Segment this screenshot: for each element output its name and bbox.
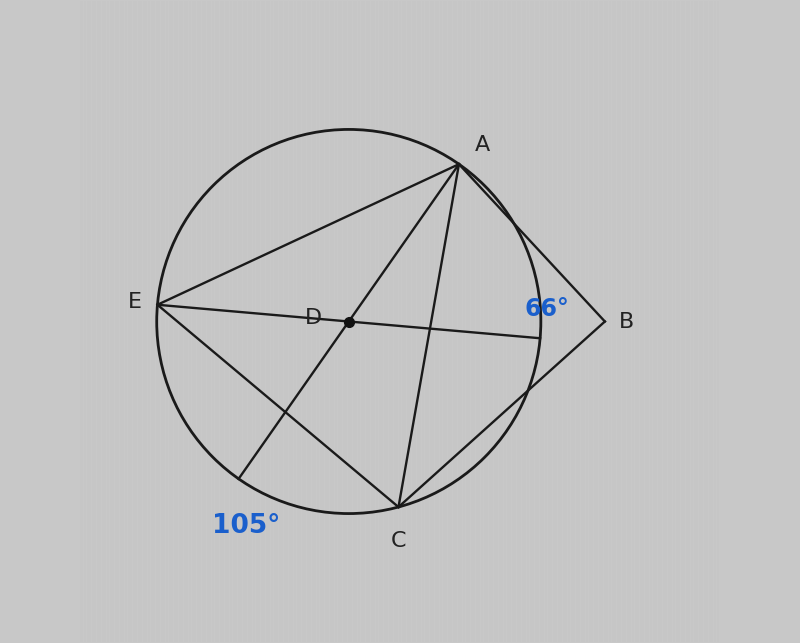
Text: B: B xyxy=(619,311,634,332)
Text: 105°: 105° xyxy=(212,513,281,539)
Text: A: A xyxy=(475,134,490,154)
Text: C: C xyxy=(390,531,406,551)
Text: E: E xyxy=(127,291,142,312)
Text: D: D xyxy=(305,308,322,329)
Text: 66°: 66° xyxy=(525,296,570,321)
